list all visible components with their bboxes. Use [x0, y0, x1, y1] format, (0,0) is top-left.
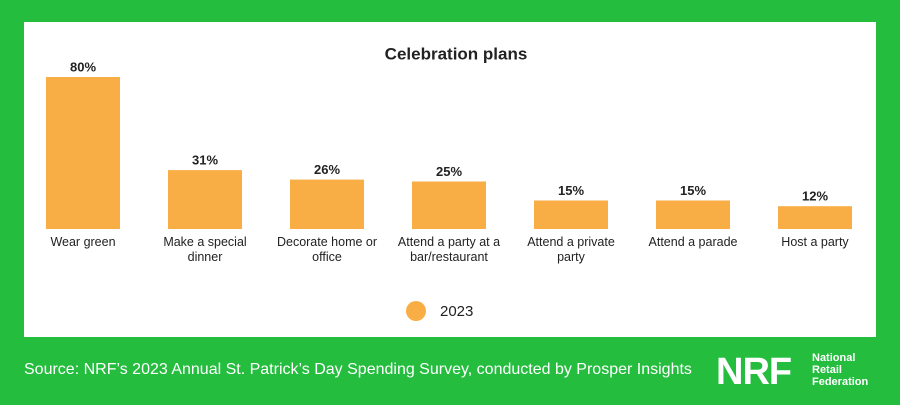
chart-panel: Celebration plans 80% 31% 26% 25% 15% 15% 12% 2… [24, 22, 876, 337]
x-tick-label: Attend a private party [527, 235, 615, 264]
logo-line: Retail [812, 364, 842, 376]
logo-line: Federation [812, 376, 869, 388]
bar [412, 181, 486, 229]
bar [46, 77, 120, 229]
value-label: 80% [70, 59, 96, 74]
value-label: 26% [314, 162, 340, 177]
value-label: 12% [802, 189, 828, 204]
value-label: 15% [558, 183, 584, 198]
value-label: 31% [192, 153, 218, 168]
x-tick-label: Attend a parade [648, 235, 738, 249]
value-label: 25% [436, 164, 462, 179]
bar [168, 170, 242, 229]
legend-label: 2023 [440, 303, 473, 320]
logo-line: National [812, 352, 856, 364]
source-note: Source: NRF’s 2023 Annual St. Patrick’s … [24, 361, 692, 382]
x-tick-label: Decorate home or office [276, 235, 378, 264]
x-tick-label: Host a party [781, 235, 849, 249]
bar [778, 206, 852, 229]
bar [656, 200, 730, 229]
logo: NRF [716, 351, 792, 393]
legend-marker [406, 301, 426, 321]
x-tick-label: Make a special dinner [163, 235, 247, 264]
logo-text: National Retail Federation [812, 352, 868, 388]
x-tick-label: Wear green [50, 235, 116, 249]
value-label: 15% [680, 183, 706, 198]
chart: Celebration plans 80% 31% 26% 25% 15% 15% 12% 2… [46, 44, 852, 321]
bar [534, 200, 608, 229]
x-tick-label: Attend a party at a bar/restaurant [397, 235, 501, 264]
bar [290, 179, 364, 229]
chart-title: Celebration plans [385, 44, 528, 63]
